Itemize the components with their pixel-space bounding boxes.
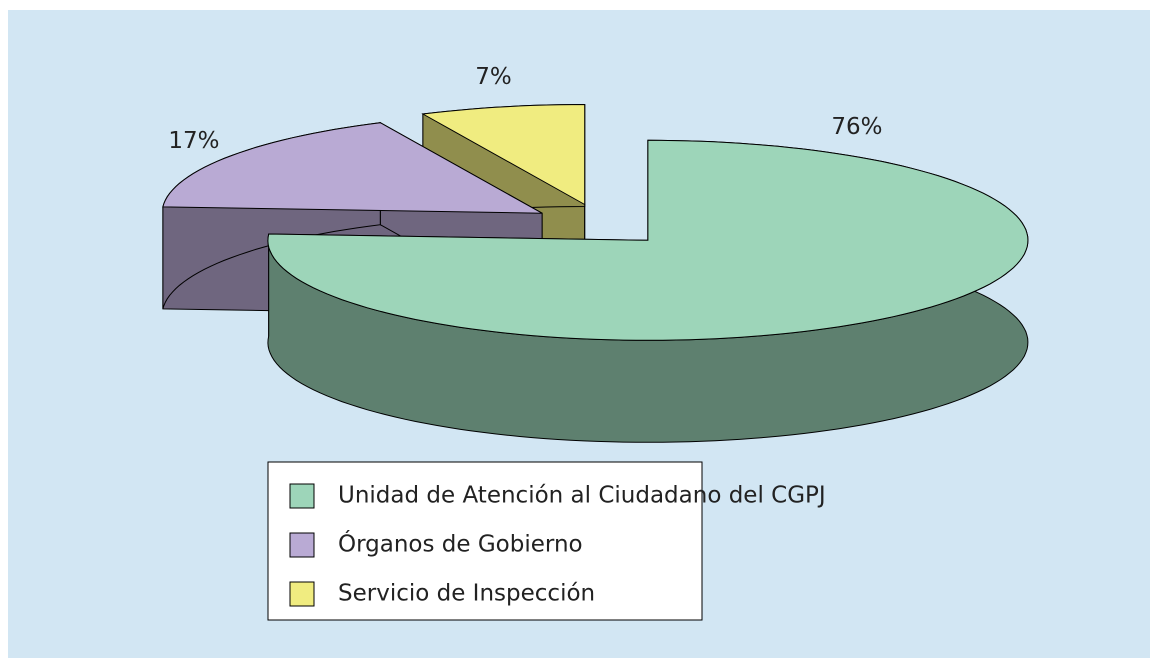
legend-swatch (289, 532, 315, 558)
legend-swatch (289, 581, 315, 607)
data-label: 17% (168, 128, 219, 154)
legend-swatch (289, 483, 315, 509)
legend-label: Servicio de Inspección (338, 581, 595, 607)
data-label: 7% (475, 64, 512, 90)
legend-box (267, 461, 703, 621)
legend-label: Unidad de Atención al Ciudadano del CGPJ (338, 483, 826, 509)
legend-label: Órganos de Gobierno (338, 530, 583, 558)
data-label: 76% (831, 114, 882, 140)
slice (162, 122, 543, 214)
slice (267, 139, 1029, 341)
slice (421, 103, 586, 206)
